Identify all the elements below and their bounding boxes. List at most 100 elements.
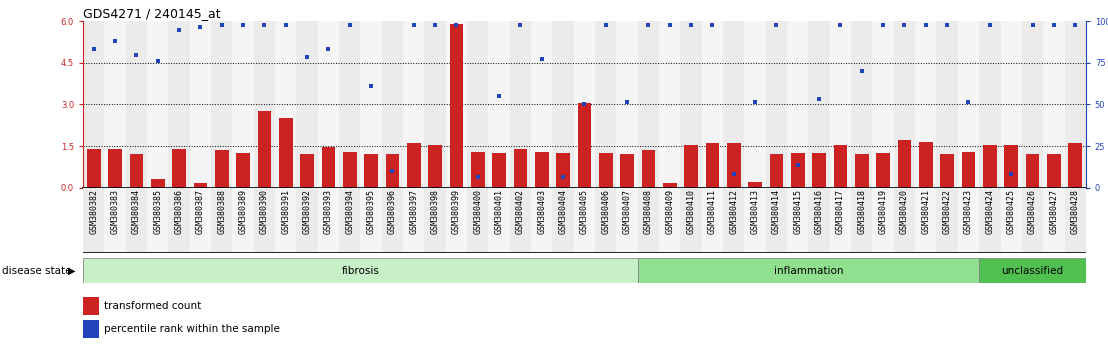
Bar [318,21,339,188]
Point [704,23,721,28]
Point [810,96,828,102]
Text: GSM380391: GSM380391 [281,189,290,234]
Text: GSM380394: GSM380394 [346,189,355,234]
Bar [513,149,527,188]
Bar [233,188,254,253]
Bar [83,320,99,338]
Bar [510,21,531,188]
Bar [1043,21,1065,188]
Point [981,23,998,28]
Bar [428,145,442,188]
Bar [168,188,189,253]
Bar [172,149,186,188]
Text: disease state: disease state [2,266,72,276]
Bar [1004,145,1018,188]
Bar [300,154,314,188]
Text: GSM380388: GSM380388 [217,189,226,234]
Point [747,99,765,104]
Bar [339,21,360,188]
Bar [130,154,143,188]
Text: GSM380420: GSM380420 [900,189,909,234]
Bar [236,153,250,188]
Bar [616,188,638,253]
Bar [577,103,592,188]
Text: GSM380422: GSM380422 [943,189,952,234]
Bar [598,153,613,188]
Bar [510,188,531,253]
Text: GSM380386: GSM380386 [175,189,184,234]
Bar [126,21,147,188]
Bar [638,21,659,188]
Point [404,23,422,28]
Bar [830,188,851,253]
Bar [812,153,827,188]
Bar [642,150,656,188]
Text: GSM380426: GSM380426 [1028,189,1037,234]
Bar [254,188,275,253]
Point [171,27,188,32]
Bar [445,21,468,188]
Bar [86,149,101,188]
Bar [919,142,933,188]
Text: GSM380409: GSM380409 [665,189,675,234]
Text: GDS4271 / 240145_at: GDS4271 / 240145_at [83,7,220,20]
Point [768,23,786,28]
Bar [365,154,378,188]
Bar [321,147,336,188]
Bar [342,152,357,188]
Bar [616,21,638,188]
Text: GSM380423: GSM380423 [964,189,973,234]
Bar [1047,154,1060,188]
Bar [257,112,271,188]
Text: GSM380427: GSM380427 [1049,189,1058,234]
Bar [424,21,445,188]
Bar [386,154,399,188]
Text: GSM380395: GSM380395 [367,189,376,234]
Bar [915,21,936,188]
Point [639,23,657,28]
Text: GSM380408: GSM380408 [644,189,653,234]
Bar [979,258,1086,283]
Text: GSM380425: GSM380425 [1007,189,1016,234]
Bar [1022,188,1043,253]
Bar [894,188,915,253]
Bar [468,21,489,188]
Bar [212,21,233,188]
Bar [189,188,212,253]
Bar [724,188,745,253]
Point [192,24,209,30]
Point [683,23,700,28]
Bar [855,154,869,188]
Bar [215,150,228,188]
Bar [833,145,848,188]
Text: GSM380419: GSM380419 [879,189,888,234]
Bar [766,21,787,188]
Bar [83,297,99,314]
Text: GSM380390: GSM380390 [260,189,269,234]
Text: GSM380415: GSM380415 [793,189,802,234]
Bar [791,153,804,188]
Text: GSM380401: GSM380401 [494,189,504,234]
Text: GSM380387: GSM380387 [196,189,205,234]
Bar [382,188,403,253]
Bar [147,188,168,253]
Bar [872,188,894,253]
Bar [770,154,783,188]
Bar [638,258,979,283]
Bar [701,21,724,188]
Bar [983,145,997,188]
Point [469,174,486,179]
Bar [876,153,890,188]
Text: GSM380404: GSM380404 [558,189,567,234]
Bar [1043,188,1065,253]
Text: GSM380406: GSM380406 [602,189,611,234]
Bar [471,152,484,188]
Bar [104,188,126,253]
Bar [766,188,787,253]
Bar [468,188,489,253]
Text: unclassified: unclassified [1002,266,1064,276]
Text: GSM380414: GSM380414 [772,189,781,234]
Text: fibrosis: fibrosis [341,266,379,276]
Bar [531,188,553,253]
Text: GSM380410: GSM380410 [687,189,696,234]
